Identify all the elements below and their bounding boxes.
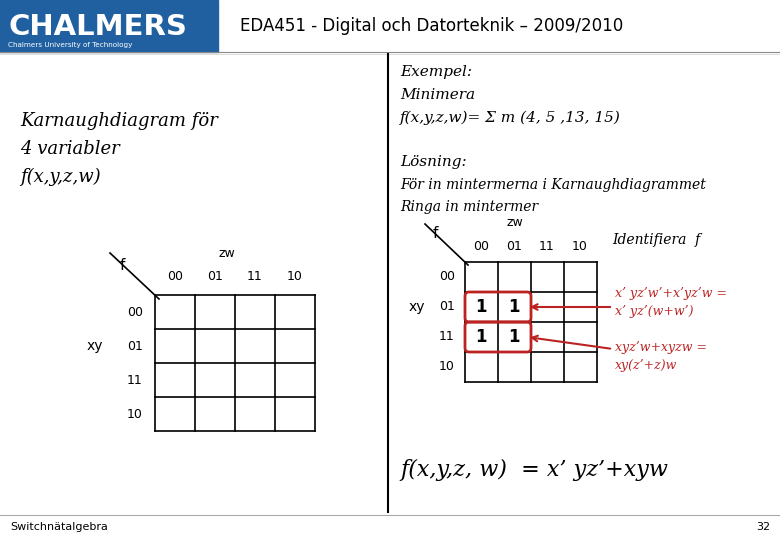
Text: 32: 32 (756, 522, 770, 532)
Text: x’ yz’w’+x’yz’w =
x’ yz’(w+w’): x’ yz’w’+x’yz’w = x’ yz’(w+w’) (615, 287, 727, 318)
Text: EDA451 - Digital och Datorteknik – 2009/2010: EDA451 - Digital och Datorteknik – 2009/… (240, 17, 623, 35)
Text: f(x,y,z,w): f(x,y,z,w) (20, 168, 101, 186)
Text: xyz’w+xyzw =
xy(z’+z)w: xyz’w+xyzw = xy(z’+z)w (615, 341, 707, 373)
Text: 10: 10 (439, 361, 455, 374)
Text: 11: 11 (247, 271, 263, 284)
Text: 10: 10 (287, 271, 303, 284)
Text: 01: 01 (439, 300, 455, 314)
Text: 01: 01 (506, 240, 522, 253)
Text: För in mintermerna i Karnaughdiagrammet: För in mintermerna i Karnaughdiagrammet (400, 178, 706, 192)
Text: 1: 1 (475, 328, 487, 346)
Text: xy: xy (87, 339, 103, 353)
Text: Karnaughdiagram för: Karnaughdiagram för (20, 112, 218, 130)
Text: 11: 11 (539, 240, 555, 253)
Text: 4 variabler: 4 variabler (20, 140, 120, 158)
Text: 10: 10 (572, 240, 588, 253)
Text: 11: 11 (439, 330, 455, 343)
Text: 00: 00 (167, 271, 183, 284)
Text: f(x,y,z, w)  = x’ yz’+xyw: f(x,y,z, w) = x’ yz’+xyw (400, 459, 668, 481)
Text: Chalmers University of Technology: Chalmers University of Technology (8, 42, 133, 48)
Text: Switchnätalgebra: Switchnätalgebra (10, 522, 108, 532)
Text: Ringa in mintermer: Ringa in mintermer (400, 200, 538, 214)
Text: Exempel:: Exempel: (400, 65, 472, 79)
Text: Identifiera  f: Identifiera f (612, 233, 700, 247)
Text: zw: zw (218, 247, 236, 260)
Text: 01: 01 (207, 271, 223, 284)
Bar (0, 0, 218, 52)
Text: xy: xy (409, 300, 425, 314)
Text: 1: 1 (475, 298, 487, 316)
Text: f: f (432, 226, 438, 241)
Text: CHALMERS: CHALMERS (8, 13, 187, 41)
Text: 01: 01 (127, 340, 143, 353)
Text: 10: 10 (127, 408, 143, 421)
Text: zw: zw (506, 216, 523, 229)
Text: Minimera: Minimera (400, 88, 475, 102)
Text: f(x,y,z,w)= Σ m (4, 5 ,13, 15): f(x,y,z,w)= Σ m (4, 5 ,13, 15) (400, 111, 621, 125)
Text: 00: 00 (439, 271, 455, 284)
Text: f: f (119, 258, 125, 273)
Text: 1: 1 (509, 328, 519, 346)
Text: 00: 00 (473, 240, 489, 253)
Text: Lösning:: Lösning: (400, 155, 466, 169)
Text: 11: 11 (127, 374, 143, 387)
Text: 1: 1 (509, 298, 519, 316)
Text: 00: 00 (127, 306, 143, 319)
